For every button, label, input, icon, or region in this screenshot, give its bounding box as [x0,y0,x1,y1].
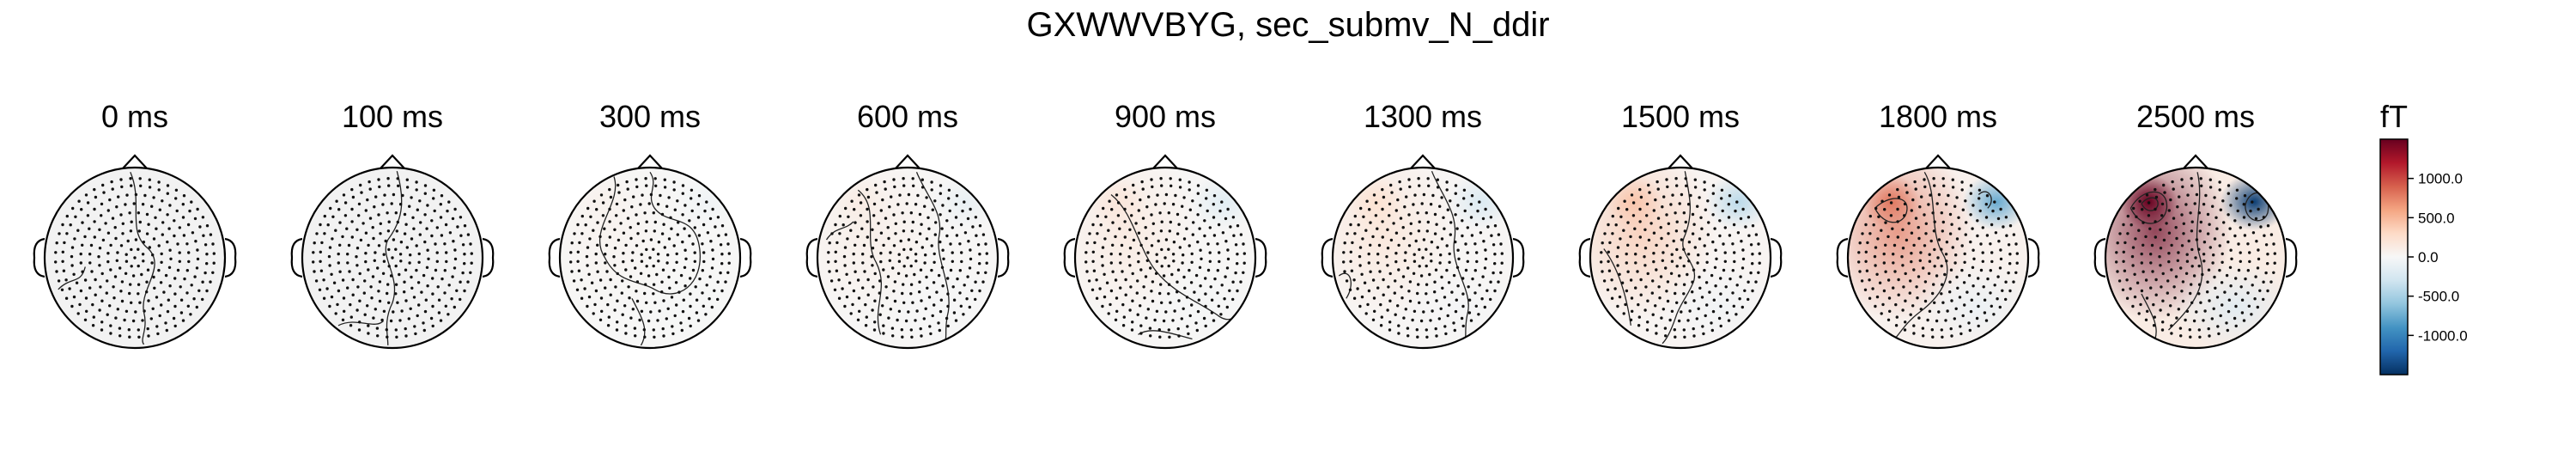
sensor-dots [53,177,216,339]
head-outline [2104,166,2287,350]
head-outline [816,166,999,350]
contour-line [857,189,883,335]
topomap: 2500 ms [2093,99,2298,350]
contour-line [130,172,155,345]
colorbar-tick-label: -1000.0 [2418,327,2468,344]
nose-outline [895,154,920,169]
colorbar-tick-label: 500.0 [2418,210,2455,226]
nose-outline [122,154,148,169]
contour-line [385,171,403,345]
head-outline [1846,166,2030,350]
left-ear-outline [2093,237,2106,278]
colorbar-tick-label: 0.0 [2418,249,2439,266]
right-ear-outline [2027,237,2040,278]
sensor-dots [1084,177,1247,339]
topomap: 900 ms [1063,99,1267,350]
contour-line [631,298,646,346]
right-ear-outline [224,237,237,278]
sensor-dots [312,177,473,339]
right-ear-outline [1255,237,1267,278]
nose-outline [1925,154,1951,169]
contour-line [599,171,701,295]
contour-line [1893,171,1948,340]
left-ear-outline [1836,237,1849,278]
left-ear-outline [1321,237,1334,278]
contour-line [58,266,86,290]
head-outline [1589,166,1772,350]
nose-outline [380,154,405,169]
right-ear-outline [739,237,752,278]
left-ear-outline [290,237,303,278]
sensor-dots [1857,177,2019,339]
topomap-time-label: 1300 ms [1364,99,1482,134]
contour-line [1338,272,1352,299]
right-ear-outline [1512,237,1525,278]
topomap-time-label: 2500 ms [2136,99,2255,134]
colorbar-tick-label: -500.0 [2418,289,2459,305]
sensor-dots [1600,177,1761,339]
contour-line [2168,172,2203,331]
topomap-time-label: 600 ms [857,99,958,134]
head-outline [1331,166,1515,350]
right-ear-outline [1770,237,1783,278]
topomap: 1500 ms [1578,99,1783,350]
sensor-dots [827,177,989,339]
contour-line [1874,198,1908,223]
contour-line [2245,192,2269,222]
topomap: 1800 ms [1836,99,2040,350]
right-ear-outline [997,237,1010,278]
colorbar-gradient [2379,138,2409,375]
topomap-time-label: 1500 ms [1621,99,1740,134]
sensor-dots [569,177,731,339]
sensor-dots [1342,177,1504,339]
topomap: 0 ms [33,99,237,350]
nose-outline [1152,154,1178,169]
head-outline [301,166,484,350]
colorbar: fT 1000.0 500.0 0.0 -500.0 -1000.0 [2379,99,2468,375]
figure-title: GXWWVBYG, sec_submv_N_ddir [1026,6,1549,44]
head-outline [1073,166,1257,350]
left-ear-outline [1063,237,1076,278]
topomap-time-label: 100 ms [342,99,443,134]
head-outline [558,166,742,350]
contour-line [825,221,854,241]
topomap: 300 ms [548,99,752,350]
topomap-time-label: 300 ms [599,99,701,134]
left-ear-outline [1578,237,1591,278]
contour-line [337,320,384,327]
contour-line [1662,171,1696,345]
topomap: 600 ms [805,99,1010,350]
nose-outline [1668,154,1693,169]
left-ear-outline [548,237,561,278]
contour-line [1978,191,1992,209]
nose-outline [1410,154,1436,169]
left-ear-outline [805,237,818,278]
topomap-row: 0 ms 100 ms 300 ms 600 ms 900 ms 1300 ms 1500 … [33,99,2298,350]
contour-line [2141,197,2159,211]
contour-line [1603,248,1631,326]
topomap: 100 ms [290,99,495,350]
right-ear-outline [482,237,495,278]
contour-line [915,172,950,345]
topomap: 1300 ms [1321,99,1525,350]
topomap-time-label: 1800 ms [1879,99,1997,134]
colorbar-tick-label: 1000.0 [2418,171,2463,187]
nose-outline [2183,154,2208,169]
sensor-dots [2115,177,2276,339]
head-outline [43,166,227,350]
contour-line [1431,170,1469,343]
left-ear-outline [33,237,46,278]
topomap-time-label: 0 ms [101,99,168,134]
colorbar-unit-label: fT [2380,99,2408,134]
contour-line [2141,293,2157,339]
topomap-time-label: 900 ms [1115,99,1216,134]
nose-outline [637,154,663,169]
right-ear-outline [2285,237,2298,278]
